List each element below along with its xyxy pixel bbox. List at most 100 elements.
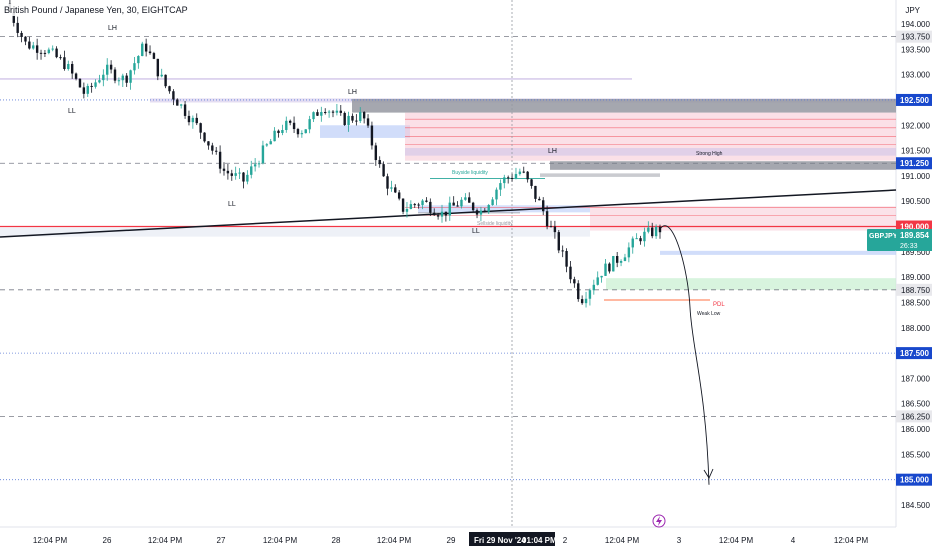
projection-arrow[interactable]	[659, 225, 710, 485]
candle-body	[35, 45, 39, 53]
candle-body	[28, 41, 31, 49]
x-axis-tick-label: 26	[103, 536, 112, 545]
candle-body	[211, 145, 214, 151]
candle-body	[456, 205, 459, 207]
levels-layer	[0, 36, 896, 481]
candle-body	[468, 197, 471, 203]
candle-body	[545, 211, 549, 227]
x-axis-tick-label: 12:04 PM	[605, 536, 640, 545]
candle-body	[106, 64, 109, 75]
candle-body	[394, 187, 397, 193]
candle-body	[390, 187, 393, 189]
candle-body	[148, 51, 152, 54]
lightning-icon[interactable]	[652, 514, 666, 528]
candle-body	[362, 112, 366, 119]
y-axis-tick-label: 187.500	[900, 349, 929, 358]
candle-body	[522, 171, 525, 173]
candle-body	[246, 174, 249, 182]
candle-body	[156, 58, 160, 77]
candle-body	[425, 200, 428, 202]
x-axis-tick-label: 2	[563, 536, 568, 545]
candle-body	[627, 247, 631, 258]
candle-body	[304, 129, 307, 134]
candle-body	[195, 117, 198, 124]
candle-body	[549, 226, 553, 228]
y-axis-tick-label: 194.000	[901, 20, 930, 29]
candle-body	[47, 49, 51, 54]
candle-body	[273, 130, 276, 142]
candle-body	[339, 110, 342, 113]
y-axis-tick-label: 185.000	[900, 476, 929, 485]
y-axis-tick-label: 188.750	[901, 286, 930, 295]
candle-body	[413, 204, 416, 206]
y-axis-tick-label: 192.000	[901, 121, 930, 130]
candle-body	[218, 151, 222, 169]
candle-body	[584, 298, 588, 304]
candle-body	[495, 189, 498, 200]
candle-body	[409, 204, 413, 209]
x-axis-tick-label: 4	[791, 536, 796, 545]
candle-body	[600, 275, 603, 278]
candle-body	[121, 75, 124, 81]
candle-body	[67, 63, 70, 70]
candle-body	[351, 115, 354, 121]
candle-body	[444, 211, 448, 216]
zone-gray-strip	[540, 173, 660, 177]
candle-body	[421, 200, 424, 205]
candle-body	[152, 53, 156, 59]
candle-body	[265, 144, 269, 146]
candle-body	[285, 120, 288, 131]
candle-body	[577, 283, 580, 300]
candle-body	[615, 256, 619, 263]
candle-body	[612, 256, 615, 272]
candle-body	[109, 64, 113, 70]
candle-body	[433, 212, 436, 216]
symbol-price-tag[interactable]: GBPJPY 189.854 26:33	[867, 229, 932, 251]
candle-body	[320, 111, 323, 116]
candle-body	[397, 192, 401, 199]
candle-body	[355, 120, 358, 122]
candle-body	[506, 177, 510, 179]
candle-body	[168, 86, 171, 92]
candle-body	[503, 177, 506, 184]
candle-body	[183, 104, 187, 116]
y-axis-tick-label: 189.500	[901, 248, 930, 257]
trendline[interactable]	[0, 189, 897, 238]
price-axis-panel[interactable]	[896, 0, 932, 527]
candle-body	[16, 22, 19, 33]
time-axis-panel[interactable]	[0, 527, 932, 550]
candle-body	[440, 211, 444, 217]
candle-body	[530, 179, 533, 186]
y-axis-label-bg	[896, 410, 932, 423]
y-axis-tick-label: 191.250	[900, 159, 929, 168]
candle-body	[222, 168, 226, 171]
annotation-weak-low: Weak Low	[697, 311, 721, 317]
candle-body	[129, 70, 132, 83]
candle-body	[557, 232, 560, 251]
candle-body	[238, 172, 241, 174]
candle-body	[347, 115, 350, 125]
y-axis-tick-label: 186.250	[901, 412, 930, 421]
candle-body	[643, 231, 646, 242]
candle-body	[144, 43, 148, 52]
symbol-tag-price: 189.854	[900, 231, 929, 240]
candle-body	[331, 111, 335, 113]
y-axis-tick-label: 186.500	[901, 400, 930, 409]
candle-body	[199, 123, 202, 133]
annotation-lh: LH	[348, 89, 357, 96]
candle-body	[417, 204, 420, 206]
candle-body	[452, 202, 455, 206]
annotation-buyside-liquidity: Buyside liquidity	[452, 170, 488, 176]
candle-body	[596, 277, 599, 285]
y-axis-tick-label: 192.500	[900, 96, 929, 105]
crosshair-time-label: 01:04 PM	[522, 536, 557, 545]
candle-body	[94, 82, 97, 87]
zone-blue-strip	[660, 250, 896, 255]
candle-body	[366, 118, 370, 126]
candle-body	[324, 111, 327, 113]
y-axis-highlight-badge	[896, 347, 932, 360]
annotation-sellside-liquidity: Sellside liquidity	[477, 221, 513, 227]
candle-body	[479, 210, 483, 215]
candle-body	[471, 202, 475, 211]
